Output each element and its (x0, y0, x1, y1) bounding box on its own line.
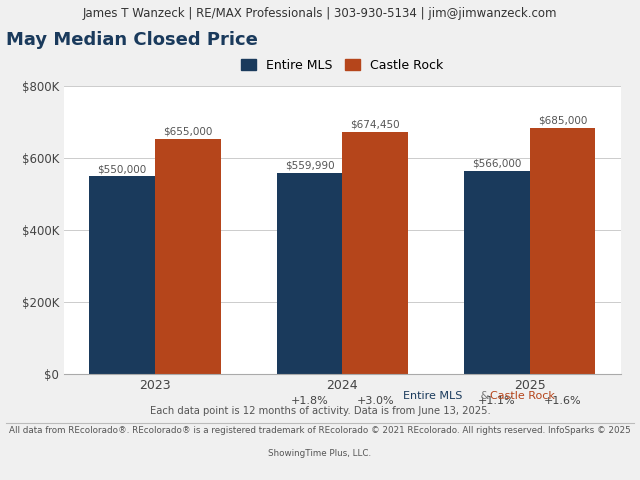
Text: Castle Rock: Castle Rock (490, 391, 554, 401)
Text: &: & (477, 391, 493, 401)
Text: +1.1%: +1.1% (478, 396, 516, 406)
Text: +1.8%: +1.8% (291, 396, 328, 406)
Text: $685,000: $685,000 (538, 116, 588, 126)
Bar (155, 139, 221, 374)
Text: May Median Closed Price: May Median Closed Price (6, 31, 259, 49)
Text: +3.0%: +3.0% (356, 396, 394, 406)
Text: Entire MLS: Entire MLS (403, 391, 463, 401)
Text: +1.6%: +1.6% (544, 396, 582, 406)
Text: Each data point is 12 months of activity. Data is from June 13, 2025.: Each data point is 12 months of activity… (150, 406, 490, 416)
Bar (342, 132, 408, 374)
Text: $550,000: $550,000 (97, 164, 147, 174)
Bar (90, 176, 155, 374)
Text: James T Wanzeck | RE/MAX Professionals | 303-930-5134 | jim@jimwanzeck.com: James T Wanzeck | RE/MAX Professionals |… (83, 7, 557, 20)
Bar (530, 128, 595, 374)
Text: ShowingTime Plus, LLC.: ShowingTime Plus, LLC. (268, 449, 372, 458)
Bar (276, 173, 342, 374)
Text: $674,450: $674,450 (350, 120, 400, 130)
Text: $559,990: $559,990 (285, 161, 335, 171)
Text: All data from REcolorado®. REcolorado® is a registered trademark of REcolorado ©: All data from REcolorado®. REcolorado® i… (9, 426, 631, 435)
Legend: Entire MLS, Castle Rock: Entire MLS, Castle Rock (237, 55, 447, 76)
Text: $655,000: $655,000 (163, 126, 212, 136)
Bar (464, 170, 530, 374)
Text: $566,000: $566,000 (472, 158, 522, 168)
